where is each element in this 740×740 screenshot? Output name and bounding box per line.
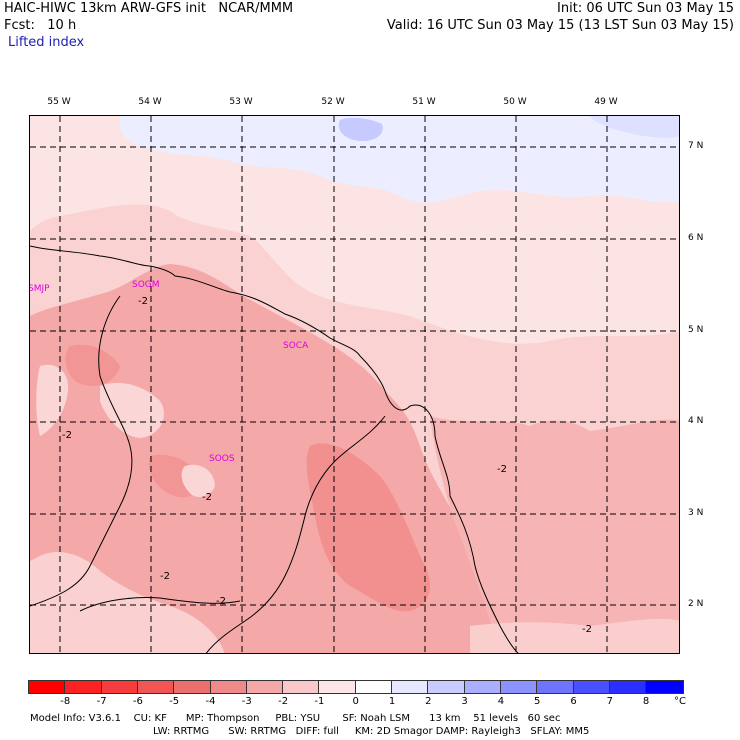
ocean-east [430, 416, 679, 653]
colorbar-swatch [499, 680, 539, 694]
contour-label: -2 [216, 596, 226, 607]
station-label: SOGM [132, 280, 160, 290]
contour-label: -2 [497, 464, 507, 475]
colorbar-swatch [100, 680, 140, 694]
light-pocket [100, 382, 164, 438]
colorbar-tick-label: 2 [425, 696, 432, 707]
station-label: SOOS [209, 454, 235, 464]
lat-label: 2 N [688, 599, 704, 609]
light-pocket [181, 464, 215, 498]
colorbar-swatch [318, 680, 358, 694]
border-french-guiana [205, 415, 386, 653]
colorbar-swatch [28, 680, 67, 694]
lon-label: 54 W [138, 97, 162, 107]
station-label: SOCA [283, 341, 309, 351]
lon-label: 55 W [47, 97, 71, 107]
colorbar-unit: °C [674, 696, 686, 707]
colorbar-tick-label: -8 [60, 696, 71, 707]
field-name: Lifted index [8, 35, 85, 50]
colorbar-tick-label: -6 [132, 696, 143, 707]
lon-label: 51 W [412, 97, 436, 107]
colorbar-tick-label: 3 [461, 696, 468, 707]
colorbar-tick-label: -5 [169, 696, 180, 707]
colorbar-swatch [64, 680, 104, 694]
model-title: HAIC-HIWC 13km ARW-GFS init NCAR/MMM [4, 1, 294, 16]
border-south [79, 597, 241, 612]
colorbar-tick-label: -4 [205, 696, 216, 707]
positive-ne [590, 116, 679, 138]
lat-label: 6 N [688, 233, 704, 243]
contour-label: -2 [202, 492, 212, 503]
lon-label: 53 W [229, 97, 253, 107]
init-time: Init: 06 UTC Sun 03 May 15 [557, 1, 734, 16]
lon-label: 52 W [321, 97, 345, 107]
lat-label: 5 N [688, 325, 704, 335]
colorbar-swatch [645, 680, 684, 694]
colorbar-swatch [608, 680, 648, 694]
colorbar-tick-label: 1 [388, 696, 396, 707]
colorbar-swatch [572, 680, 612, 694]
colorbar-swatch [427, 680, 467, 694]
lat-label: 7 N [688, 141, 704, 151]
light-pocket [36, 364, 69, 436]
contour-label: -2 [62, 430, 72, 441]
station-label: SMJP [29, 284, 50, 294]
colorbar-swatch [354, 680, 394, 694]
contour-label: -2 [138, 296, 148, 307]
lon-label: 50 W [503, 97, 527, 107]
colorbar-tick-label: -3 [241, 696, 252, 707]
colorbar-tick-label: 7 [606, 696, 613, 707]
colorbar-swatch [173, 680, 212, 694]
lat-label: 3 N [688, 508, 704, 518]
coastline [149, 265, 519, 653]
model-info-line2: LW: RRTMG SW: RRTMG DIFF: full KM: 2D Sm… [153, 726, 590, 737]
contour-label: -2 [160, 571, 170, 582]
lat-label: 4 N [688, 416, 704, 426]
lifted-index-map: -2 -2 -2 -2 -2 -2 -2 SMJP SOGM SOCA SOOS [29, 115, 680, 654]
coastline-west [30, 245, 151, 267]
light-pocket [30, 552, 225, 653]
colorbar-tick-label: 4 [497, 696, 505, 707]
forecast-hour: Fcst: 10 h [4, 18, 77, 33]
colorbar-tick-label: -2 [278, 696, 289, 707]
colorbar-swatch [391, 680, 430, 694]
colorbar-swatch [463, 680, 503, 694]
colorbar-swatch [136, 680, 176, 694]
contour-label: -2 [582, 624, 592, 635]
positive-region [119, 116, 679, 203]
colorbar-swatch [209, 680, 249, 694]
graticule [30, 116, 679, 653]
border-suriname-guyana [30, 295, 133, 607]
map-canvas: -2 -2 -2 -2 -2 -2 -2 [30, 116, 679, 653]
colorbar-swatch [245, 680, 285, 694]
darker-patch [306, 443, 430, 612]
colorbar-tick-label: -7 [96, 696, 107, 707]
positive-core [338, 117, 383, 142]
colorbar-tick-label: 5 [534, 696, 541, 707]
model-info-line1: Model Info: V3.6.1 CU: KF MP: Thompson P… [30, 713, 561, 724]
colorbar-tick-label: 0 [352, 696, 359, 707]
colorbar-tick-label: 8 [642, 696, 650, 707]
colorbar-swatch [282, 680, 321, 694]
colorbar-swatch [536, 680, 575, 694]
lon-label: 49 W [594, 97, 618, 107]
colorbar-tick-label: -1 [314, 696, 325, 707]
light-pocket [470, 618, 679, 653]
darker-patch [65, 344, 120, 386]
colorbar-tick-label: 6 [570, 696, 577, 707]
valid-time: Valid: 16 UTC Sun 03 May 15 (13 LST Sun … [386, 18, 734, 33]
